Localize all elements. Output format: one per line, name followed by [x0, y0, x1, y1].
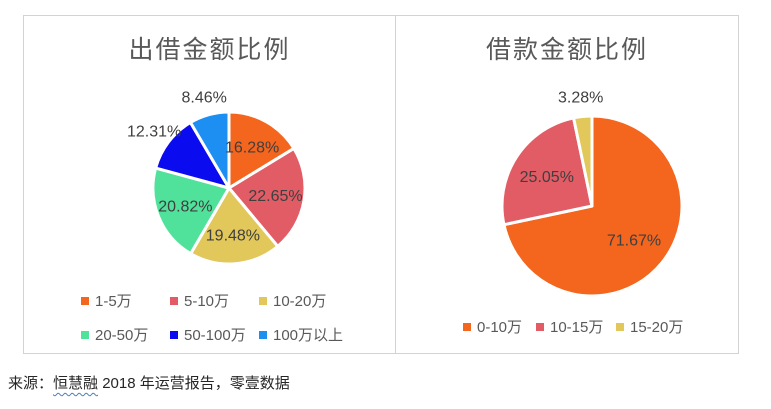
legend-label: 10-15万: [550, 319, 604, 336]
borrowing-chart-title: 借款金额比例: [485, 36, 648, 64]
legend-item: 10-20万: [259, 290, 343, 311]
charts-container: 出借金额比例 借款金额比例 16.28% 22.65% 19.48% 20.82% 12…: [23, 15, 739, 354]
legend-item: 50-100万: [170, 324, 259, 345]
source-company-name: 恒慧融: [53, 375, 99, 392]
legend-swatch: [259, 330, 267, 339]
slice-label: 71.67%: [607, 233, 661, 250]
legend-label: 0-10万: [477, 319, 523, 336]
pie-slice: [572, 114, 594, 208]
pie-slice: [227, 146, 307, 248]
slice-label: 25.05%: [520, 169, 574, 186]
panel-divider: [395, 16, 396, 353]
slice-label: 3.28%: [558, 89, 603, 106]
legend-item: 0-10万: [463, 316, 536, 337]
slice-label: 22.65%: [248, 188, 302, 205]
legend-swatch: [536, 322, 544, 331]
source-note: 来源：恒慧融 2018 年运营报告，零壹数据: [8, 372, 290, 393]
slice-label: 20.82%: [158, 198, 212, 215]
pie-slice: [227, 110, 296, 190]
borrowing-chart-legend: 0-10万 10-15万 15-20万: [463, 316, 683, 337]
lending-pie-chart: 16.28% 22.65% 19.48% 20.82% 12.31%8.46%: [127, 90, 307, 266]
legend-swatch: [81, 296, 89, 305]
slice-label: 19.48%: [206, 228, 260, 245]
legend-label: 1-5万: [95, 293, 132, 310]
borrowing-pie-chart: 71.67% 25.05% 3.28%: [500, 89, 684, 298]
lending-chart-title: 出借金额比例: [128, 36, 291, 64]
legend-swatch: [616, 322, 624, 331]
legend-item: 15-20万: [616, 316, 683, 337]
legend-swatch: [259, 296, 267, 305]
legend-item: 20-50万: [81, 324, 170, 345]
legend-label: 100万以上: [273, 327, 344, 344]
lending-chart-legend: 1-5万 5-10万 10-20万 20-50万 50-100万 100万以上: [81, 290, 343, 345]
pie-slice: [500, 116, 594, 227]
slice-label: 8.46%: [182, 90, 227, 107]
legend-swatch: [170, 296, 178, 305]
legend-swatch: [81, 330, 89, 339]
legend-label: 5-10万: [184, 293, 230, 310]
slice-label: 16.28%: [225, 139, 279, 156]
legend-label: 50-100万: [184, 327, 246, 344]
legend-item: 1-5万: [81, 290, 170, 311]
legend-label: 10-20万: [273, 293, 327, 310]
pie-slice: [189, 186, 280, 266]
source-prefix: 来源：: [8, 375, 54, 392]
legend-swatch: [170, 330, 178, 339]
legend-item: 10-15万: [536, 316, 616, 337]
legend-item: 100万以上: [259, 324, 343, 345]
legend-label: 20-50万: [95, 327, 149, 344]
legend-item: 5-10万: [170, 290, 259, 311]
legend-swatch: [463, 322, 471, 331]
pie-slice: [188, 110, 231, 190]
legend-label: 15-20万: [630, 319, 684, 336]
pie-slice: [151, 166, 231, 256]
source-suffix: 2018 年运营报告，零壹数据: [98, 375, 290, 392]
slice-label: 12.31%: [127, 123, 181, 140]
